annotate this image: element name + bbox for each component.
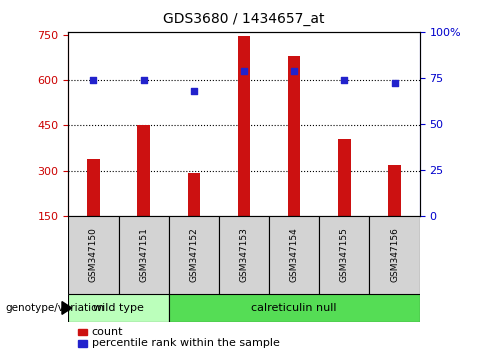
- Bar: [78, 329, 87, 335]
- Text: GSM347156: GSM347156: [390, 227, 399, 282]
- Point: [341, 77, 348, 82]
- Text: GSM347154: GSM347154: [290, 228, 299, 282]
- Bar: [87, 159, 100, 216]
- Bar: [119, 216, 169, 294]
- Text: percentile rank within the sample: percentile rank within the sample: [92, 338, 280, 348]
- Point: [190, 88, 198, 93]
- Bar: [238, 36, 250, 216]
- Bar: [169, 216, 219, 294]
- Bar: [78, 340, 87, 347]
- Bar: [388, 165, 401, 216]
- Polygon shape: [62, 302, 72, 314]
- Point: [290, 68, 298, 73]
- Bar: [219, 216, 269, 294]
- Bar: [68, 216, 119, 294]
- Text: GSM347151: GSM347151: [139, 227, 148, 282]
- Text: GSM347153: GSM347153: [240, 227, 248, 282]
- Point: [89, 77, 97, 82]
- Text: GSM347155: GSM347155: [340, 227, 349, 282]
- Bar: [269, 216, 319, 294]
- Bar: [169, 294, 420, 322]
- Text: genotype/variation: genotype/variation: [5, 303, 104, 313]
- Text: wild type: wild type: [93, 303, 144, 313]
- Bar: [288, 56, 301, 216]
- Text: GSM347150: GSM347150: [89, 227, 98, 282]
- Point: [140, 77, 147, 82]
- Bar: [369, 216, 420, 294]
- Point: [240, 68, 248, 73]
- Bar: [338, 139, 351, 216]
- Bar: [137, 125, 150, 216]
- Bar: [319, 216, 369, 294]
- Text: calreticulin null: calreticulin null: [251, 303, 337, 313]
- Text: count: count: [92, 327, 123, 337]
- Bar: [187, 173, 200, 216]
- Point: [391, 81, 399, 86]
- Bar: [68, 294, 169, 322]
- Text: GSM347152: GSM347152: [189, 228, 198, 282]
- Text: GDS3680 / 1434657_at: GDS3680 / 1434657_at: [163, 12, 325, 27]
